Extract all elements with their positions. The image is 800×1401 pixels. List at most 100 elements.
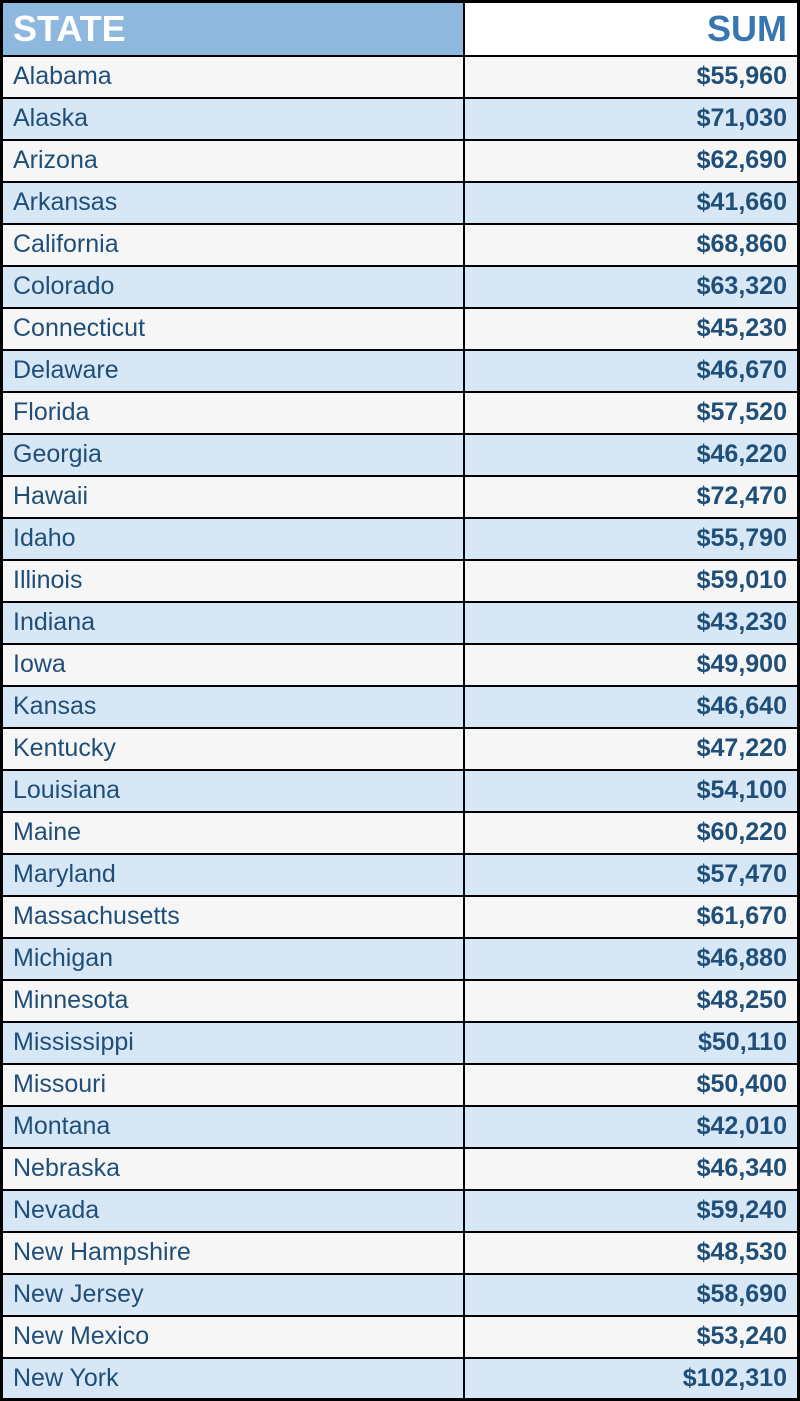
table-row: New York$102,310 bbox=[2, 1358, 799, 1400]
sum-cell: $61,670 bbox=[464, 896, 799, 938]
table-row: New Hampshire$48,530 bbox=[2, 1232, 799, 1274]
state-cell: Connecticut bbox=[2, 308, 464, 350]
table-row: New Jersey$58,690 bbox=[2, 1274, 799, 1316]
state-cell: New Mexico bbox=[2, 1316, 464, 1358]
table-row: Mississippi$50,110 bbox=[2, 1022, 799, 1064]
table-header-row: STATE SUM bbox=[2, 2, 799, 56]
state-cell: Arizona bbox=[2, 140, 464, 182]
table-row: New Mexico$53,240 bbox=[2, 1316, 799, 1358]
state-cell: Alabama bbox=[2, 56, 464, 98]
table-body: Alabama$55,960Alaska$71,030Arizona$62,69… bbox=[2, 56, 799, 1400]
table-row: Arkansas$41,660 bbox=[2, 182, 799, 224]
state-cell: Maryland bbox=[2, 854, 464, 896]
sum-cell: $58,690 bbox=[464, 1274, 799, 1316]
state-cell: Kansas bbox=[2, 686, 464, 728]
table-row: Maine$60,220 bbox=[2, 812, 799, 854]
table-row: Missouri$50,400 bbox=[2, 1064, 799, 1106]
state-cell: Nevada bbox=[2, 1190, 464, 1232]
state-cell: Mississippi bbox=[2, 1022, 464, 1064]
sum-cell: $46,340 bbox=[464, 1148, 799, 1190]
sum-cell: $42,010 bbox=[464, 1106, 799, 1148]
state-sum-table: STATE SUM Alabama$55,960Alaska$71,030Ari… bbox=[0, 0, 800, 1401]
state-cell: Louisiana bbox=[2, 770, 464, 812]
sum-cell: $46,670 bbox=[464, 350, 799, 392]
state-cell: New Hampshire bbox=[2, 1232, 464, 1274]
sum-cell: $46,220 bbox=[464, 434, 799, 476]
state-cell: Kentucky bbox=[2, 728, 464, 770]
table-row: Idaho$55,790 bbox=[2, 518, 799, 560]
table-row: Maryland$57,470 bbox=[2, 854, 799, 896]
state-cell: Florida bbox=[2, 392, 464, 434]
sum-cell: $54,100 bbox=[464, 770, 799, 812]
sum-cell: $57,470 bbox=[464, 854, 799, 896]
state-cell: California bbox=[2, 224, 464, 266]
column-header-state: STATE bbox=[2, 2, 464, 56]
sum-cell: $59,010 bbox=[464, 560, 799, 602]
table-row: Colorado$63,320 bbox=[2, 266, 799, 308]
table-row: Alaska$71,030 bbox=[2, 98, 799, 140]
sum-cell: $49,900 bbox=[464, 644, 799, 686]
table-row: Georgia$46,220 bbox=[2, 434, 799, 476]
sum-cell: $41,660 bbox=[464, 182, 799, 224]
state-cell: Idaho bbox=[2, 518, 464, 560]
sum-cell: $43,230 bbox=[464, 602, 799, 644]
table-row: Florida$57,520 bbox=[2, 392, 799, 434]
table-row: Louisiana$54,100 bbox=[2, 770, 799, 812]
sum-cell: $50,400 bbox=[464, 1064, 799, 1106]
state-cell: Michigan bbox=[2, 938, 464, 980]
sum-cell: $102,310 bbox=[464, 1358, 799, 1400]
sum-cell: $62,690 bbox=[464, 140, 799, 182]
table-row: Arizona$62,690 bbox=[2, 140, 799, 182]
state-cell: Arkansas bbox=[2, 182, 464, 224]
sum-cell: $53,240 bbox=[464, 1316, 799, 1358]
sum-cell: $46,640 bbox=[464, 686, 799, 728]
state-cell: Georgia bbox=[2, 434, 464, 476]
state-cell: Colorado bbox=[2, 266, 464, 308]
column-header-sum: SUM bbox=[464, 2, 799, 56]
sum-cell: $72,470 bbox=[464, 476, 799, 518]
table-row: Nebraska$46,340 bbox=[2, 1148, 799, 1190]
state-cell: Missouri bbox=[2, 1064, 464, 1106]
sum-cell: $71,030 bbox=[464, 98, 799, 140]
table-row: Iowa$49,900 bbox=[2, 644, 799, 686]
state-cell: New Jersey bbox=[2, 1274, 464, 1316]
state-cell: Alaska bbox=[2, 98, 464, 140]
state-cell: New York bbox=[2, 1358, 464, 1400]
state-cell: Illinois bbox=[2, 560, 464, 602]
sum-cell: $48,530 bbox=[464, 1232, 799, 1274]
state-cell: Massachusetts bbox=[2, 896, 464, 938]
table-row: Montana$42,010 bbox=[2, 1106, 799, 1148]
table-row: Delaware$46,670 bbox=[2, 350, 799, 392]
table-row: Illinois$59,010 bbox=[2, 560, 799, 602]
sum-cell: $60,220 bbox=[464, 812, 799, 854]
state-cell: Iowa bbox=[2, 644, 464, 686]
sum-cell: $57,520 bbox=[464, 392, 799, 434]
state-sum-table-container: STATE SUM Alabama$55,960Alaska$71,030Ari… bbox=[0, 0, 800, 1401]
table-row: Massachusetts$61,670 bbox=[2, 896, 799, 938]
table-row: Alabama$55,960 bbox=[2, 56, 799, 98]
table-row: Minnesota$48,250 bbox=[2, 980, 799, 1022]
sum-cell: $46,880 bbox=[464, 938, 799, 980]
state-cell: Montana bbox=[2, 1106, 464, 1148]
sum-cell: $63,320 bbox=[464, 266, 799, 308]
sum-cell: $45,230 bbox=[464, 308, 799, 350]
sum-cell: $48,250 bbox=[464, 980, 799, 1022]
sum-cell: $59,240 bbox=[464, 1190, 799, 1232]
state-cell: Nebraska bbox=[2, 1148, 464, 1190]
sum-cell: $55,960 bbox=[464, 56, 799, 98]
table-row: Kansas$46,640 bbox=[2, 686, 799, 728]
table-row: Kentucky$47,220 bbox=[2, 728, 799, 770]
table-row: Indiana$43,230 bbox=[2, 602, 799, 644]
sum-cell: $50,110 bbox=[464, 1022, 799, 1064]
table-row: California$68,860 bbox=[2, 224, 799, 266]
sum-cell: $55,790 bbox=[464, 518, 799, 560]
table-row: Hawaii$72,470 bbox=[2, 476, 799, 518]
sum-cell: $47,220 bbox=[464, 728, 799, 770]
state-cell: Hawaii bbox=[2, 476, 464, 518]
state-cell: Indiana bbox=[2, 602, 464, 644]
state-cell: Delaware bbox=[2, 350, 464, 392]
table-row: Michigan$46,880 bbox=[2, 938, 799, 980]
table-row: Nevada$59,240 bbox=[2, 1190, 799, 1232]
state-cell: Maine bbox=[2, 812, 464, 854]
sum-cell: $68,860 bbox=[464, 224, 799, 266]
